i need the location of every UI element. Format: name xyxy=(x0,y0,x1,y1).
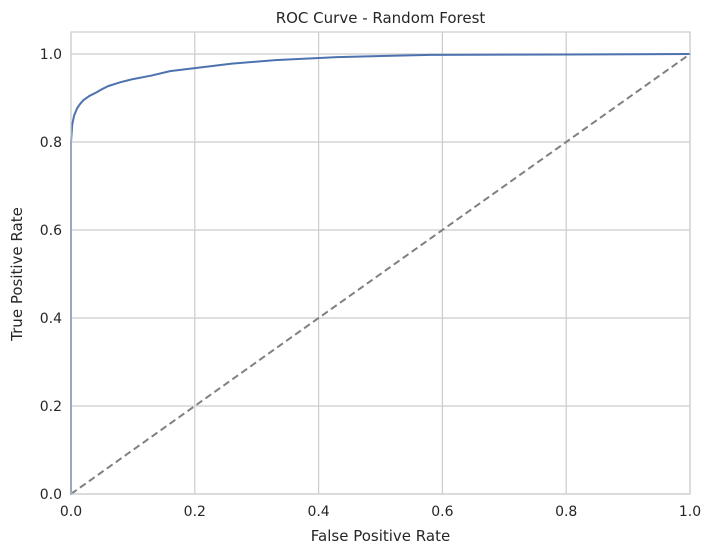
y-tick-labels: 0.0 0.2 0.4 0.6 0.8 1.0 xyxy=(40,47,62,503)
chance-diagonal-line xyxy=(70,53,691,495)
series-layer xyxy=(70,53,691,495)
x-tick-label: 0.6 xyxy=(431,504,453,520)
chart-title: ROC Curve - Random Forest xyxy=(276,9,486,27)
y-tick-label: 1.0 xyxy=(40,47,62,63)
y-tick-label: 0.0 xyxy=(40,487,62,503)
x-tick-label: 0.4 xyxy=(307,504,329,520)
y-tick-label: 0.2 xyxy=(40,399,62,415)
y-axis-label: True Positive Rate xyxy=(8,207,26,342)
roc-curve-line xyxy=(70,53,691,495)
y-tick-label: 0.8 xyxy=(40,135,62,151)
plot-frame xyxy=(70,31,691,495)
y-tick-label: 0.4 xyxy=(40,311,62,327)
y-tick-label: 0.6 xyxy=(40,223,62,239)
grid xyxy=(70,32,691,495)
x-tick-label: 0.2 xyxy=(184,504,206,520)
x-axis-label: False Positive Rate xyxy=(311,527,450,545)
x-tick-labels: 0.0 0.2 0.4 0.6 0.8 1.0 xyxy=(60,504,701,520)
x-tick-label: 0.0 xyxy=(60,504,82,520)
x-tick-label: 1.0 xyxy=(679,504,701,520)
x-tick-label: 0.8 xyxy=(555,504,577,520)
